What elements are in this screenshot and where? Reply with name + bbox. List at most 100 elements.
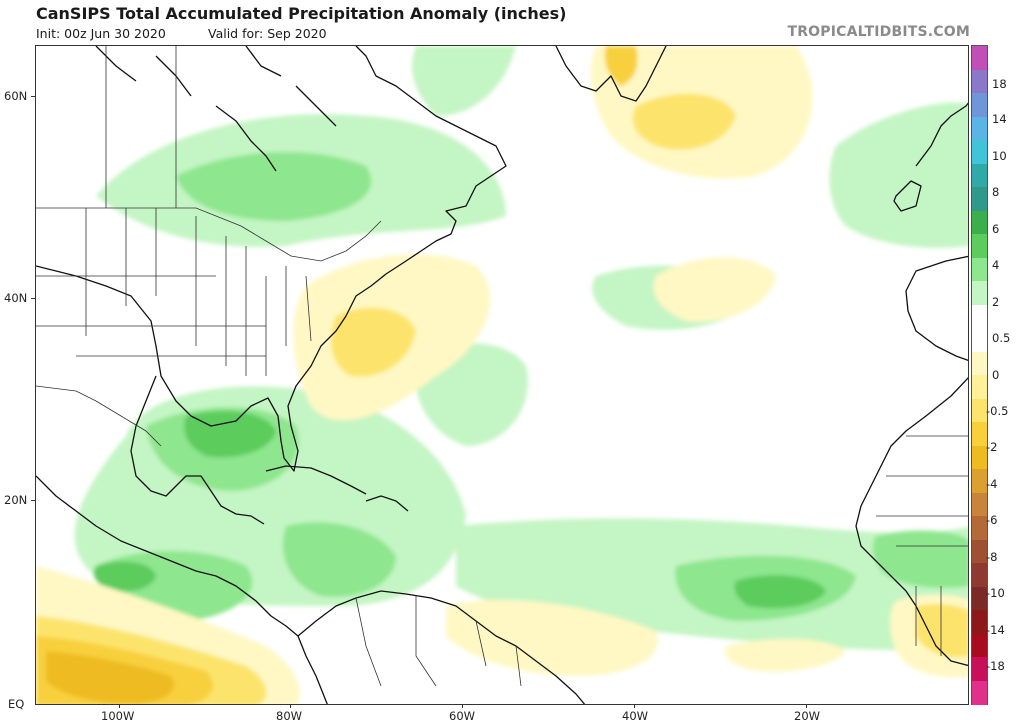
lon-tick bbox=[290, 704, 291, 708]
colorbar-segment bbox=[972, 93, 987, 117]
colorbar-segment bbox=[972, 234, 987, 258]
colorbar-label: -14 bbox=[986, 623, 1005, 637]
colorbar-segment bbox=[972, 304, 987, 329]
wet-core-carib-south bbox=[282, 522, 396, 597]
colorbar-label: -0.5 bbox=[986, 404, 1009, 418]
colorbar-label: 18 bbox=[992, 77, 1007, 91]
lon-label-100w: 100W bbox=[101, 709, 135, 723]
wet-area-labrador bbox=[412, 46, 516, 116]
wet-core-canada bbox=[176, 152, 372, 221]
lat-label-40n: 40N bbox=[4, 291, 28, 305]
coast-central-america bbox=[36, 475, 299, 637]
wet-area-ne-atlantic bbox=[829, 102, 968, 248]
colorbar-label: 2 bbox=[992, 295, 1000, 309]
colorbar-segment bbox=[972, 351, 987, 376]
lon-tick bbox=[119, 704, 120, 708]
colorbar-segment bbox=[972, 445, 987, 470]
colorbar-label: 6 bbox=[992, 222, 1000, 236]
africa-borders bbox=[876, 435, 968, 656]
lon-tick bbox=[806, 704, 807, 708]
colorbar-segment bbox=[972, 328, 987, 352]
wet-peak-pacific bbox=[93, 561, 156, 592]
colorbar-segment bbox=[972, 257, 987, 282]
colorbar-label: 0 bbox=[992, 368, 1000, 382]
colorbar-segment bbox=[972, 375, 987, 399]
colorbar-segment bbox=[972, 657, 987, 681]
coast-cuba bbox=[265, 465, 367, 495]
colorbar-segment bbox=[972, 116, 987, 141]
anomaly-fields bbox=[36, 46, 968, 704]
colorbar bbox=[971, 45, 988, 705]
us-state-lines bbox=[36, 208, 312, 376]
colorbar-segment bbox=[972, 69, 987, 94]
colorbar-segment bbox=[972, 563, 987, 587]
brand-watermark: TROPICALTIDBITS.COM bbox=[787, 24, 970, 40]
coast-hudson bbox=[215, 85, 337, 172]
colorbar-label: 0.5 bbox=[992, 331, 1011, 345]
colorbar-segment bbox=[972, 187, 987, 211]
colorbar-label: -10 bbox=[986, 586, 1005, 600]
colorbar-segment bbox=[972, 492, 987, 517]
lat-label-60n: 60N bbox=[4, 89, 28, 103]
colorbar-segment bbox=[972, 140, 987, 164]
coast-pacific-sa bbox=[297, 635, 328, 704]
canada-province-lines bbox=[105, 46, 177, 208]
colorbar-label: -8 bbox=[986, 550, 998, 564]
coast-gulf-mexico bbox=[130, 375, 265, 525]
dry-area-south-america bbox=[446, 600, 658, 676]
colorbar-segment bbox=[972, 398, 987, 423]
wet-peak-gulf bbox=[184, 411, 276, 458]
dry-max-pacific bbox=[46, 651, 175, 704]
lon-label-60w: 60W bbox=[449, 709, 476, 723]
lon-label-40w: 40W bbox=[622, 709, 649, 723]
coastlines bbox=[36, 46, 968, 704]
political-borders bbox=[36, 46, 968, 687]
wet-peak-atlantic bbox=[734, 575, 826, 609]
map-title: CanSIPS Total Accumulated Precipitation … bbox=[36, 4, 567, 23]
colorbar-segment bbox=[972, 281, 987, 305]
valid-time: Valid for: Sep 2020 bbox=[208, 26, 327, 41]
lat-tick bbox=[31, 96, 35, 97]
colorbar-label: -6 bbox=[986, 513, 998, 527]
coast-greenland bbox=[555, 46, 667, 102]
border-us-canada bbox=[36, 207, 382, 262]
colorbar-segment bbox=[972, 469, 987, 493]
colorbar-label: 8 bbox=[992, 185, 1000, 199]
colorbar-segment bbox=[972, 610, 987, 634]
coast-hispaniola bbox=[365, 495, 409, 512]
dry-peak-greenland bbox=[604, 46, 638, 86]
coast-british-isles bbox=[893, 102, 968, 212]
lon-label-20w: 20W bbox=[794, 709, 821, 723]
lon-tick bbox=[462, 704, 463, 708]
colorbar-label: -2 bbox=[986, 440, 998, 454]
dry-area-east-pacific bbox=[724, 639, 846, 672]
colorbar-label: -4 bbox=[986, 477, 998, 491]
colorbar-segment bbox=[972, 586, 987, 611]
colorbar-segment bbox=[972, 539, 987, 564]
lat-label-eq: EQ bbox=[8, 697, 25, 711]
colorbar-segment bbox=[972, 46, 987, 70]
colorbar-label: 14 bbox=[992, 112, 1007, 126]
colorbar-label: 4 bbox=[992, 258, 1000, 272]
coast-africa bbox=[855, 377, 968, 667]
coast-south-america bbox=[297, 590, 586, 704]
lat-label-20n: 20N bbox=[4, 493, 28, 507]
dry-core-us-coast bbox=[331, 307, 416, 377]
init-time: Init: 00z Jun 30 2020 bbox=[36, 26, 166, 41]
coast-north-america bbox=[36, 46, 507, 472]
dry-core-africa bbox=[916, 603, 968, 658]
coast-iberia bbox=[905, 255, 968, 361]
colorbar-segment bbox=[972, 680, 987, 705]
colorbar-segment bbox=[972, 210, 987, 235]
precip-anomaly-map bbox=[35, 45, 969, 705]
border-us-mexico bbox=[36, 385, 162, 447]
colorbar-segment bbox=[972, 633, 987, 658]
lon-label-80w: 80W bbox=[276, 709, 303, 723]
dry-core-greenland bbox=[632, 93, 736, 150]
colorbar-segment bbox=[972, 516, 987, 540]
colorbar-segment bbox=[972, 163, 987, 188]
colorbar-label: -18 bbox=[986, 659, 1005, 673]
lat-tick bbox=[31, 298, 35, 299]
lon-tick bbox=[634, 704, 635, 708]
dry-area-midatlantic bbox=[653, 257, 776, 322]
